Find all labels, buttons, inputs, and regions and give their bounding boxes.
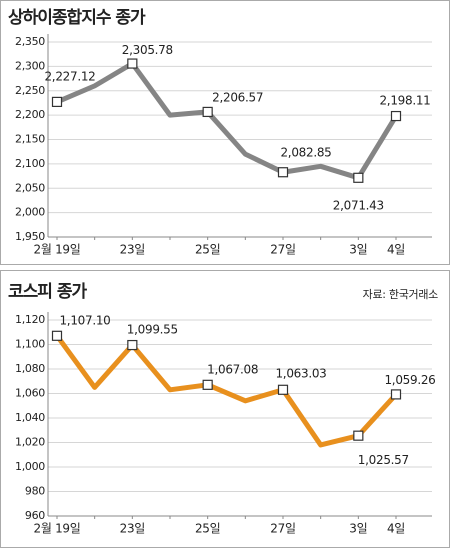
x-tick-label: 27일 bbox=[270, 522, 295, 536]
marker bbox=[277, 384, 289, 395]
x-tick-label: 25일 bbox=[195, 243, 220, 257]
data-label: 2,082.85 bbox=[280, 146, 331, 160]
marker bbox=[390, 110, 402, 122]
y-tick-label: 2,250 bbox=[15, 84, 45, 97]
x-tick-label: 2월 19일 bbox=[34, 243, 81, 257]
x-tick-label: 4일 bbox=[387, 243, 405, 257]
y-tick-label: 2,200 bbox=[15, 108, 45, 121]
data-label: 2,206.57 bbox=[212, 90, 263, 104]
y-tick-label: 1,040 bbox=[15, 411, 45, 424]
marker bbox=[51, 330, 63, 341]
y-tick-label: 1,060 bbox=[15, 387, 45, 400]
x-tick-label: 25일 bbox=[195, 522, 220, 536]
line bbox=[56, 61, 399, 181]
x-tick-label: 2월 19일 bbox=[34, 522, 81, 536]
x-tick-label: 3일 bbox=[349, 522, 367, 536]
marker bbox=[127, 339, 138, 351]
data-label: 2,227.12 bbox=[44, 69, 95, 83]
plot-area bbox=[48, 312, 432, 516]
x-tick-label: 27일 bbox=[270, 243, 295, 257]
marker bbox=[277, 167, 289, 178]
data-label: 1,063.03 bbox=[275, 366, 326, 380]
marker bbox=[390, 389, 402, 400]
chart-title: 상하이종합지수 종가 bbox=[8, 7, 146, 28]
line bbox=[54, 334, 398, 448]
x-tick-label: 23일 bbox=[120, 522, 145, 536]
marker bbox=[202, 106, 213, 118]
x-tick-label: 4일 bbox=[387, 522, 405, 536]
y-tick-label: 1,020 bbox=[15, 436, 45, 449]
y-tick-label: 1,080 bbox=[15, 362, 45, 375]
y-tick-label: 960 bbox=[25, 509, 45, 522]
marker bbox=[353, 430, 364, 441]
marker bbox=[51, 96, 63, 108]
y-tick-label: 1,000 bbox=[15, 460, 45, 473]
data-label: 2,071.43 bbox=[333, 198, 384, 212]
data-label: 1,067.08 bbox=[207, 362, 258, 376]
y-tick-label: 1,950 bbox=[15, 230, 45, 243]
data-label: 2,305.78 bbox=[122, 43, 173, 57]
marker bbox=[127, 58, 138, 69]
y-tick-label: 2,300 bbox=[15, 59, 45, 72]
y-tick-label: 1,120 bbox=[15, 313, 45, 326]
y-tick-label: 1,100 bbox=[15, 338, 45, 351]
plot-area bbox=[48, 34, 432, 237]
source: 자료: 한국거래소 bbox=[363, 288, 439, 301]
y-tick-label: 980 bbox=[25, 485, 45, 498]
marker bbox=[353, 172, 364, 183]
data-label: 1,059.26 bbox=[384, 373, 435, 387]
y-tick-label: 2,000 bbox=[15, 206, 45, 219]
marker bbox=[202, 379, 213, 390]
x-tick-label: 3일 bbox=[349, 243, 367, 257]
data-label: 1,107.10 bbox=[59, 313, 110, 327]
data-label: 1,025.57 bbox=[358, 453, 409, 467]
chart-title: 코스피 종가 bbox=[8, 282, 87, 302]
y-tick-label: 2,050 bbox=[15, 181, 45, 194]
y-tick-label: 2,100 bbox=[15, 157, 45, 170]
y-tick-label: 2,350 bbox=[15, 35, 45, 48]
y-tick-label: 2,150 bbox=[15, 133, 45, 146]
data-label: 2,198.11 bbox=[379, 94, 430, 108]
x-tick-label: 23일 bbox=[120, 243, 145, 257]
data-label: 1,099.55 bbox=[127, 323, 178, 337]
